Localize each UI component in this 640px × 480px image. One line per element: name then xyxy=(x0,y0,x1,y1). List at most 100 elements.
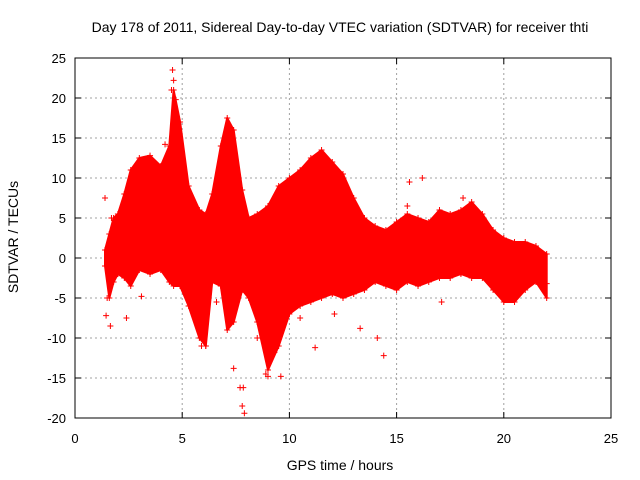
envelope-lower-point xyxy=(382,283,389,289)
envelope-lower-point xyxy=(275,343,282,349)
envelope-lower-point xyxy=(361,287,368,293)
outlier-point xyxy=(254,335,261,341)
envelope-lower-point xyxy=(230,319,237,325)
envelope-lower-point xyxy=(217,283,224,289)
envelope-lower-point xyxy=(196,335,203,341)
envelope-upper-point xyxy=(318,147,325,153)
outlier-point xyxy=(460,195,467,201)
outlier-point xyxy=(543,280,550,287)
x-tick-label: 25 xyxy=(604,431,618,446)
envelope-upper-point xyxy=(196,207,203,213)
envelope-upper-point xyxy=(372,223,379,229)
outlier-point xyxy=(271,349,278,356)
envelope-upper-point xyxy=(350,195,357,201)
envelope-upper-point xyxy=(224,115,231,121)
envelope-upper-point xyxy=(543,251,550,257)
outlier-point xyxy=(264,373,271,380)
envelope-upper-point xyxy=(185,183,192,189)
y-tick-label: 15 xyxy=(52,131,66,146)
outlier-point xyxy=(169,67,176,73)
outlier-point xyxy=(138,293,145,300)
envelope-upper-point xyxy=(127,167,134,173)
y-tick-label: 25 xyxy=(52,51,66,66)
outlier-point xyxy=(123,315,130,321)
data-layer xyxy=(102,67,550,417)
envelope-lower-point xyxy=(500,299,507,305)
outlier-point xyxy=(357,325,364,332)
envelope-lower-point xyxy=(286,311,293,317)
envelope-upper-point xyxy=(511,239,518,245)
envelope-lower-point xyxy=(479,275,486,281)
envelope-upper-point xyxy=(136,155,143,161)
envelope-lower-point xyxy=(121,275,128,281)
outlier-point xyxy=(419,175,426,181)
x-tick-label: 0 xyxy=(71,431,78,446)
envelope-upper-point xyxy=(361,215,368,221)
envelope-upper-point xyxy=(177,119,184,125)
envelope-upper-point xyxy=(393,219,400,225)
outlier-point xyxy=(380,352,387,359)
envelope-lower-point xyxy=(264,367,271,373)
envelope-upper-point xyxy=(307,155,314,161)
envelope-upper-point xyxy=(500,235,507,241)
y-tick-label: -5 xyxy=(54,291,66,306)
envelope-lower-point xyxy=(245,295,252,301)
outlier-point xyxy=(297,315,304,321)
envelope-upper-point xyxy=(286,175,293,181)
x-tick-label: 5 xyxy=(179,431,186,446)
envelope-upper-point xyxy=(447,211,454,217)
envelope-lower-point xyxy=(468,275,475,281)
outlier-point xyxy=(168,87,175,93)
envelope-upper-point xyxy=(490,227,497,233)
envelope-lower-point xyxy=(447,275,454,281)
envelope-lower-point xyxy=(532,279,539,285)
envelope-lower-point xyxy=(340,295,346,301)
envelope-upper-point xyxy=(329,159,336,165)
envelope-lower-point xyxy=(102,263,109,269)
envelope-upper-point xyxy=(382,227,389,233)
envelope-lower-point xyxy=(185,303,192,309)
outlier-point xyxy=(374,335,381,341)
envelope-upper-point xyxy=(457,207,464,213)
plot-frame xyxy=(74,57,612,419)
envelope-lower-point xyxy=(209,279,216,285)
x-tick-label: 15 xyxy=(389,431,403,446)
envelope-upper-point xyxy=(522,239,529,245)
envelope-lower-point xyxy=(170,283,177,289)
outlier-point xyxy=(107,323,114,329)
outlier-point xyxy=(240,384,247,391)
envelope-lower-point xyxy=(329,291,336,297)
envelope-lower-point xyxy=(147,271,154,277)
envelope-upper-point xyxy=(102,247,109,253)
envelope-upper-point xyxy=(230,127,237,133)
envelope-upper-point xyxy=(121,191,128,197)
envelope-upper-point xyxy=(209,191,216,197)
axis-ticks: 0 5 10 15 20 25 -20 -15 -10 -5 0 5 10 15 20 25 xyxy=(47,51,618,446)
envelope-upper-point xyxy=(275,183,282,189)
envelope-lower-point xyxy=(490,287,497,293)
envelope-lower-point xyxy=(157,267,164,273)
envelope-lower-point xyxy=(404,279,411,285)
envelope-upper-point xyxy=(297,167,304,173)
envelope-lower-point xyxy=(436,275,443,281)
x-tick-label: 20 xyxy=(497,431,511,446)
y-tick-label: 0 xyxy=(59,251,66,266)
envelope-lower-point xyxy=(350,291,357,297)
envelope-upper-point xyxy=(166,143,173,149)
envelope-lower-point xyxy=(307,299,314,305)
outlier-point xyxy=(230,365,237,372)
outlier-point xyxy=(404,203,411,209)
chart-title: Day 178 of 2011, Sidereal Day-to-day VTE… xyxy=(92,19,589,35)
outlier-point xyxy=(438,299,445,305)
outlier-point xyxy=(202,343,209,349)
envelope-upper-point xyxy=(264,203,271,209)
envelope-lower-point xyxy=(254,319,261,325)
y-tick-label: -15 xyxy=(47,371,66,386)
envelope-lower-point xyxy=(127,283,134,289)
outlier-point xyxy=(108,215,115,221)
envelope-upper-point xyxy=(404,211,411,217)
outlier-point xyxy=(213,299,220,305)
envelope-lower-point xyxy=(457,271,464,277)
envelope-upper-point xyxy=(217,143,224,149)
outlier-point xyxy=(406,179,413,185)
